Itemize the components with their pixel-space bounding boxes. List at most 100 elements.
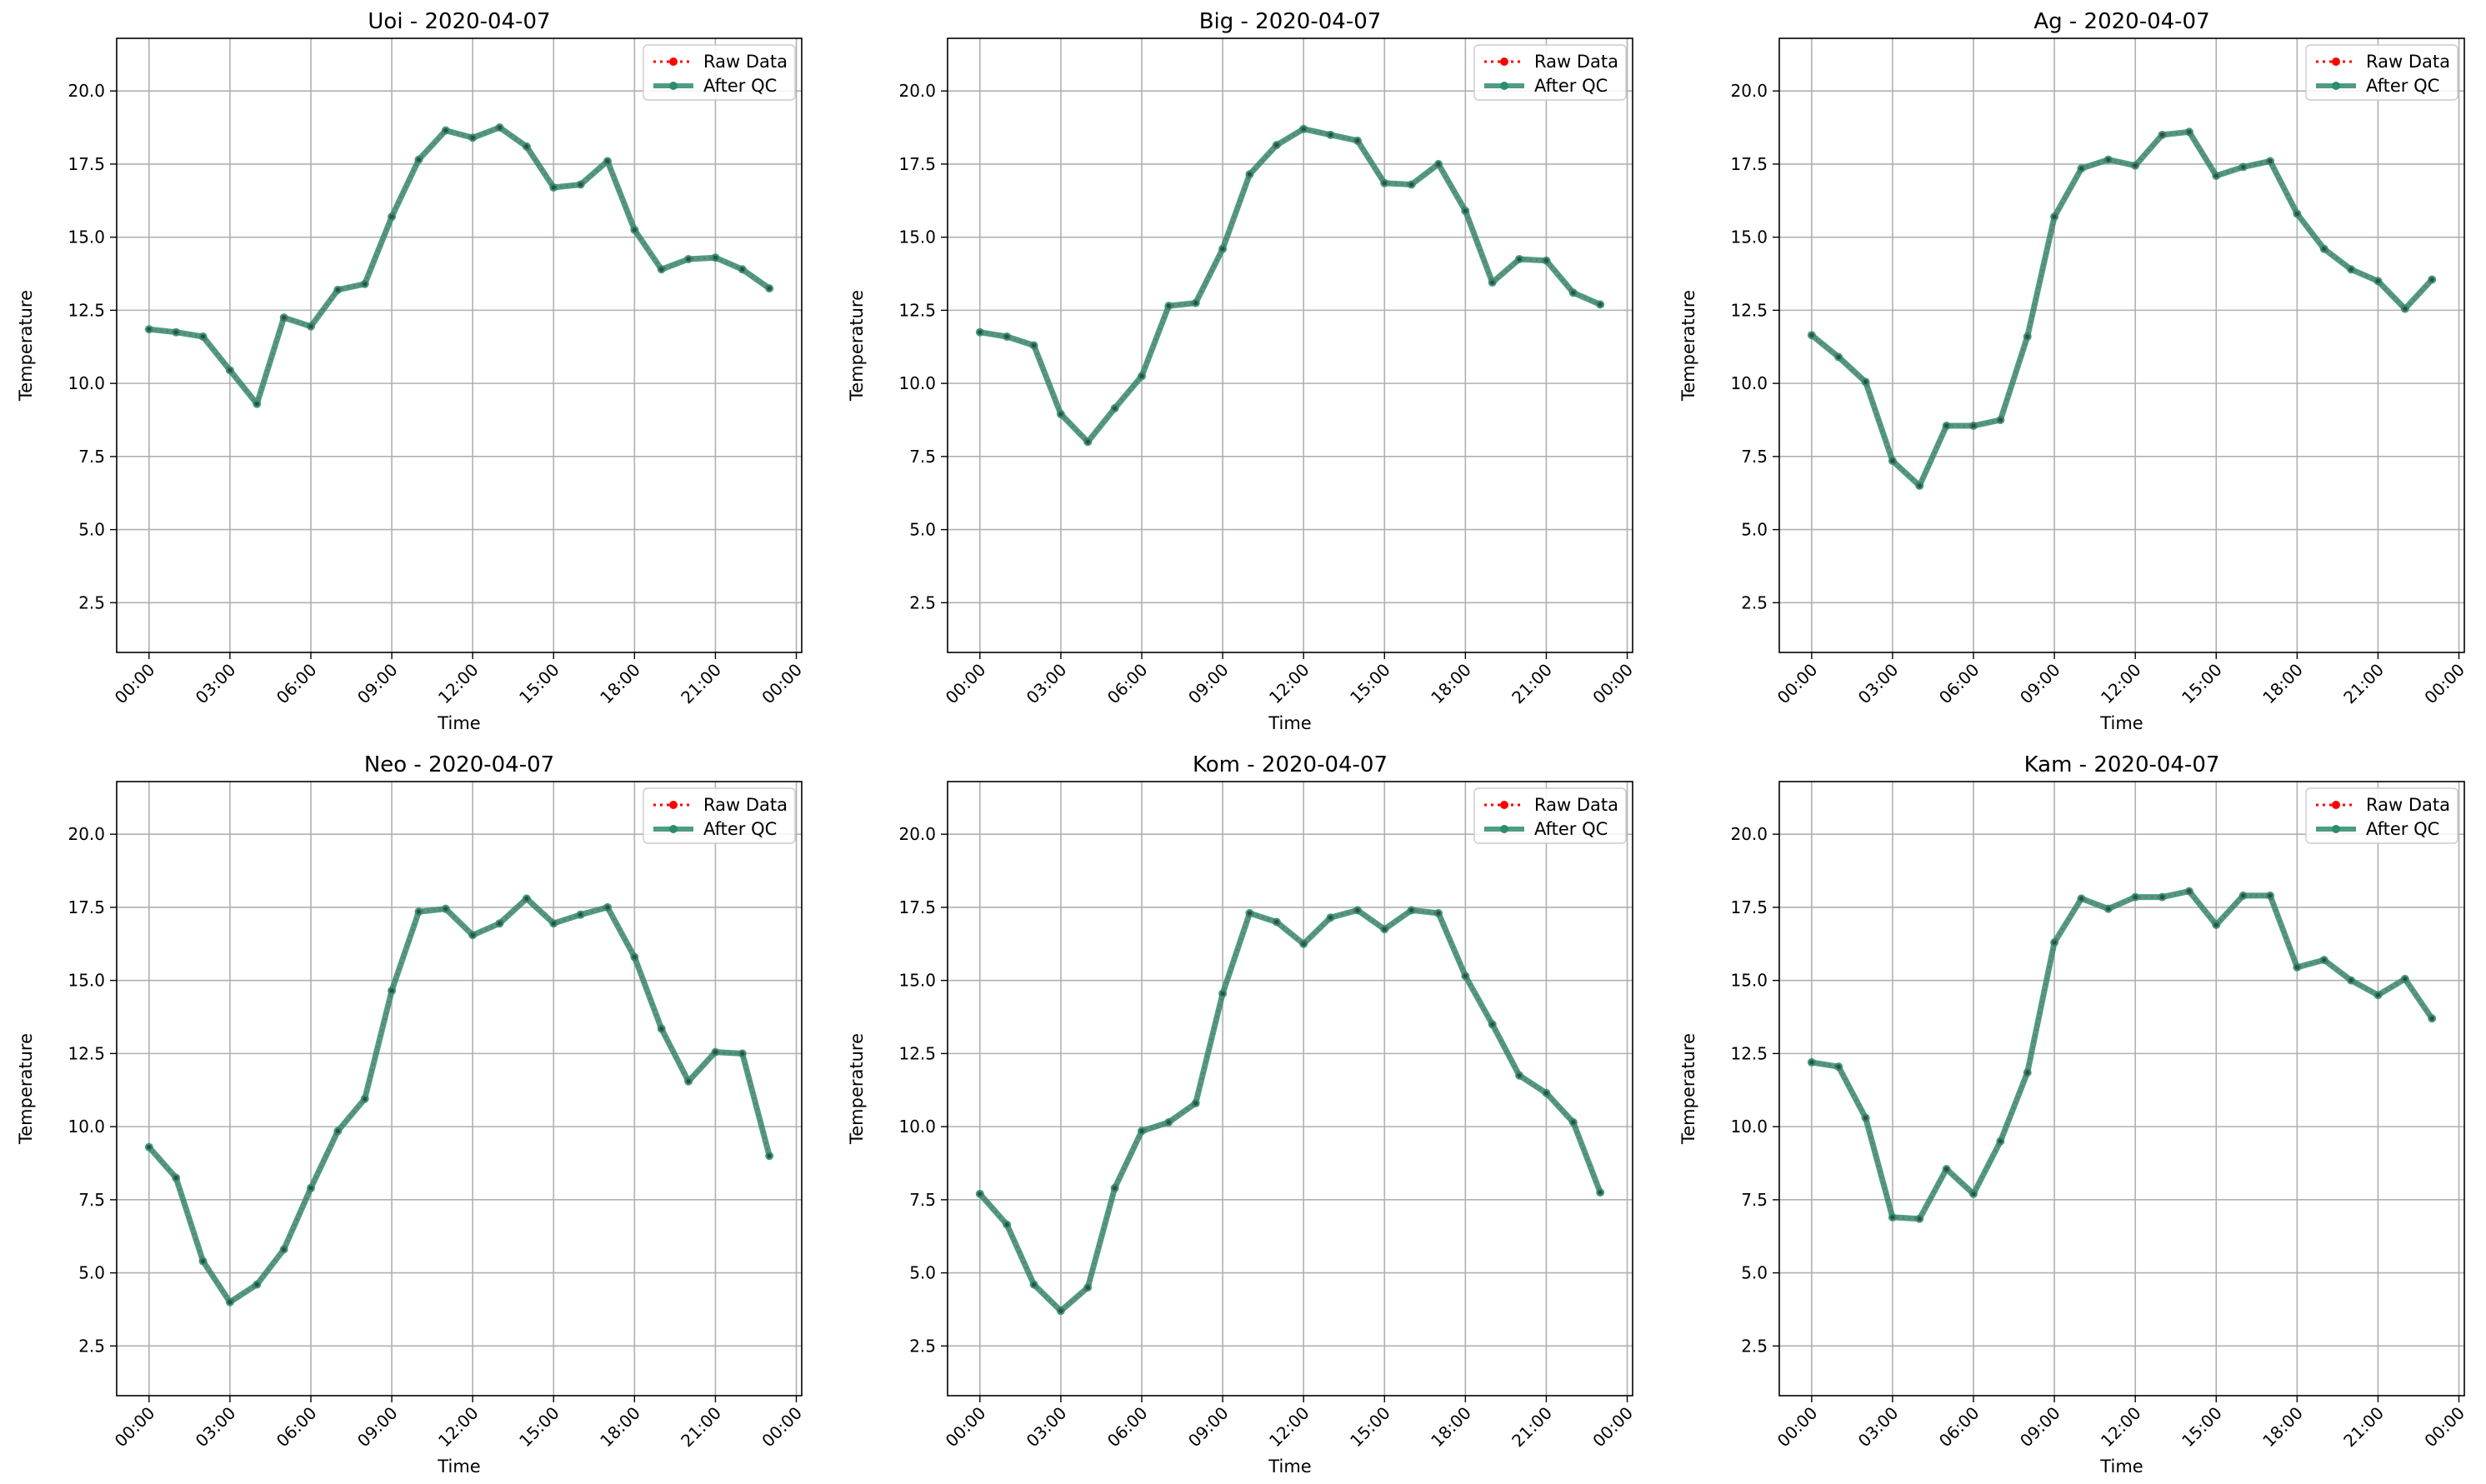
point-raw-data — [578, 912, 583, 917]
x-axis-label: Time — [1268, 1457, 1311, 1477]
x-tick-label: 18:00 — [2258, 1403, 2307, 1452]
point-raw-data — [1031, 342, 1037, 348]
legend: Raw Data After QC — [643, 787, 796, 844]
legend-label-raw-data: Raw Data — [703, 52, 788, 72]
axes-frame — [947, 781, 1633, 1397]
legend-label-after-qc: After QC — [1534, 76, 1608, 96]
point-raw-data — [1490, 1022, 1495, 1027]
y-tick-label: 17.5 — [68, 154, 105, 174]
x-tick-label: 15:00 — [515, 1403, 563, 1452]
point-raw-data — [1247, 911, 1253, 916]
y-tick-label: 20.0 — [68, 824, 105, 844]
point-raw-data — [416, 909, 422, 914]
point-raw-data — [147, 327, 152, 332]
chart-title: Ag - 2020-04-07 — [2033, 9, 2209, 34]
point-raw-data — [200, 334, 206, 339]
y-tick-label: 15.0 — [68, 971, 105, 991]
point-raw-data — [1166, 303, 1171, 308]
point-raw-data — [1971, 423, 1976, 428]
point-raw-data — [767, 1153, 772, 1158]
x-tick-label: 09:00 — [353, 1403, 402, 1452]
x-tick-label: 00:00 — [1773, 1403, 1822, 1452]
point-raw-data — [2159, 895, 2165, 900]
point-raw-data — [605, 158, 610, 163]
y-tick-label: 7.5 — [909, 447, 936, 467]
legend-marker-after-qc — [1500, 825, 1508, 833]
point-raw-data — [978, 330, 983, 335]
y-tick-label: 20.0 — [898, 81, 936, 101]
x-tick-label: 06:00 — [1103, 660, 1152, 708]
y-tick-label: 7.5 — [1741, 447, 1768, 467]
point-raw-data — [1863, 379, 1868, 384]
point-raw-data — [659, 1026, 664, 1032]
point-raw-data — [551, 185, 556, 190]
chart-title: Uoi - 2020-04-07 — [368, 9, 550, 34]
point-raw-data — [1113, 1186, 1118, 1191]
point-raw-data — [2187, 129, 2192, 134]
point-raw-data — [1436, 162, 1441, 167]
point-raw-data — [1328, 915, 1333, 920]
x-tick-label: 03:00 — [192, 1403, 240, 1452]
x-tick-label: 06:00 — [1935, 1403, 1983, 1452]
point-raw-data — [524, 144, 529, 149]
legend-marker-raw-data — [669, 801, 678, 809]
y-tick-label: 2.5 — [1741, 1336, 1768, 1356]
subplot-5: Kam - 2020-04-07 00:00 03:00 06:00 09:00 12:0… — [1678, 752, 2468, 1477]
x-tick-label: 12:00 — [2097, 660, 2145, 708]
x-tick-label: 03:00 — [1023, 1403, 1071, 1452]
legend-label-raw-data: Raw Data — [1534, 795, 1618, 815]
point-raw-data — [1436, 911, 1441, 916]
point-raw-data — [713, 1050, 718, 1055]
point-raw-data — [1220, 247, 1225, 252]
y-axis-label: Temperature — [1678, 1033, 1698, 1145]
legend-marker-after-qc — [669, 82, 678, 90]
point-raw-data — [2403, 977, 2408, 982]
point-raw-data — [470, 932, 475, 937]
legend-label-after-qc: After QC — [2366, 76, 2439, 96]
x-tick-label: 18:00 — [2258, 660, 2307, 708]
series-line-raw-data — [979, 127, 1601, 444]
axes-frame — [947, 37, 1633, 653]
series-line-after-qc — [977, 126, 1603, 445]
point-raw-data — [1809, 1060, 1814, 1065]
point-raw-data — [2213, 173, 2218, 178]
axes-frame — [1778, 781, 2465, 1397]
series-line-raw-data — [1811, 130, 2433, 488]
point-raw-data — [2375, 278, 2381, 283]
y-tick-label: 10.0 — [68, 373, 105, 393]
legend-label-raw-data: Raw Data — [703, 795, 788, 815]
y-tick-label: 10.0 — [68, 1117, 105, 1137]
point-raw-data — [686, 257, 691, 262]
point-raw-data — [767, 286, 772, 291]
point-raw-data — [2025, 334, 2030, 339]
legend-marker-raw-data — [1500, 57, 1508, 66]
x-tick-label: 03:00 — [1854, 1403, 1903, 1452]
point-raw-data — [2348, 267, 2353, 272]
point-raw-data — [443, 907, 448, 912]
y-tick-label: 7.5 — [78, 447, 105, 467]
y-tick-label: 20.0 — [898, 824, 936, 844]
x-tick-label: 18:00 — [1427, 660, 1475, 708]
point-raw-data — [1543, 1091, 1549, 1096]
point-raw-data — [1058, 412, 1063, 417]
series-line-raw-data — [148, 897, 771, 1304]
legend-marker-raw-data — [669, 57, 678, 66]
point-raw-data — [2322, 957, 2327, 962]
point-raw-data — [2348, 978, 2353, 983]
point-raw-data — [1490, 280, 1495, 285]
y-tick-label: 10.0 — [1730, 1117, 1768, 1137]
series-line-after-qc — [1808, 888, 2435, 1222]
point-raw-data — [1004, 1222, 1009, 1227]
x-tick-label: 21:00 — [677, 660, 725, 708]
point-raw-data — [389, 214, 394, 219]
legend-marker-raw-data — [1500, 801, 1508, 809]
point-raw-data — [978, 1192, 983, 1197]
x-tick-label: 06:00 — [273, 660, 321, 708]
point-raw-data — [2429, 1016, 2434, 1021]
point-raw-data — [2106, 157, 2111, 162]
point-raw-data — [1193, 1101, 1198, 1106]
legend-marker-raw-data — [2332, 801, 2340, 809]
y-tick-label: 12.5 — [68, 1043, 105, 1063]
point-raw-data — [1139, 373, 1144, 378]
point-raw-data — [173, 330, 178, 335]
